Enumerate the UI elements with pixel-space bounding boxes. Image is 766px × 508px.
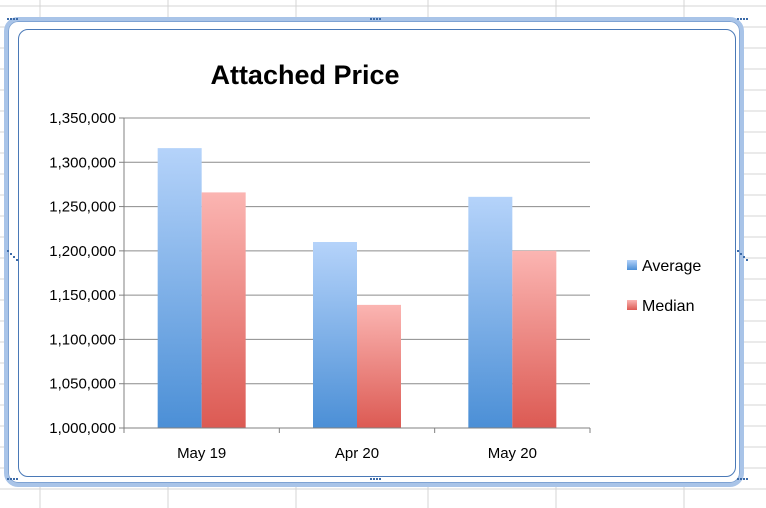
legend-swatch-median	[627, 300, 637, 310]
bar-median-may-20[interactable]	[512, 250, 557, 428]
y-tick-label: 1,000,000	[49, 420, 116, 437]
y-tick-label: 1,250,000	[49, 199, 116, 216]
chart-title: Attached Price	[210, 60, 399, 90]
y-tick-label: 1,200,000	[49, 243, 116, 260]
resize-handle-sw-mid[interactable]	[370, 478, 381, 480]
resize-handle-se[interactable]	[737, 478, 748, 480]
x-tick-label: May 19	[177, 445, 226, 462]
x-tick-label: Apr 20	[335, 445, 379, 462]
resize-handle-w[interactable]	[7, 250, 18, 261]
x-axis-tick-labels: May 19 Apr 20 May 20	[177, 445, 537, 462]
y-tick-label: 1,150,000	[49, 287, 116, 304]
bar-median-may-19[interactable]	[201, 192, 246, 428]
chart-object-frame[interactable]	[4, 17, 744, 487]
legend[interactable]: Average Median	[627, 258, 701, 315]
x-tick-label: May 20	[488, 445, 537, 462]
y-tick-label: 1,300,000	[49, 154, 116, 171]
legend-swatch-average	[627, 260, 637, 270]
resize-handle-n[interactable]	[370, 18, 381, 20]
bar-average-may-20[interactable]	[468, 196, 513, 428]
y-axis-tick-labels: 1,000,000 1,050,000 1,100,000 1,150,000 1,20…	[49, 110, 116, 437]
bar-average-may-19[interactable]	[157, 148, 202, 428]
bars	[157, 148, 557, 428]
resize-handle-ne[interactable]	[737, 18, 748, 20]
resize-handle-sw[interactable]	[7, 478, 18, 480]
legend-label-average: Average	[642, 258, 701, 275]
y-tick-label: 1,050,000	[49, 376, 116, 393]
resize-handle-e[interactable]	[737, 250, 748, 261]
resize-handle-nw[interactable]	[7, 18, 18, 20]
y-tick-label: 1,100,000	[49, 331, 116, 348]
bar-average-apr-20[interactable]	[313, 242, 357, 428]
bar-median-apr-20[interactable]	[357, 304, 401, 428]
y-tick-label: 1,350,000	[49, 110, 116, 127]
axes	[123, 118, 591, 433]
legend-label-median: Median	[642, 298, 694, 315]
resize-handles	[7, 18, 748, 480]
